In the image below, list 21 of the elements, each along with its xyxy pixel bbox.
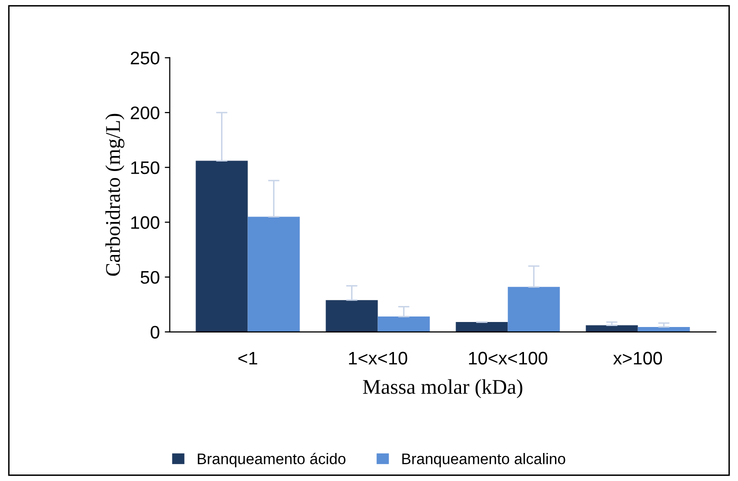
x-tick-label: 1<x<10 — [349, 352, 408, 365]
legend-label: Branqueamento ácido — [198, 452, 346, 468]
legend-label: Branqueamento alcalino — [402, 453, 566, 468]
y-tick-label: 100 — [131, 216, 160, 229]
x-tick-label: <1 — [238, 352, 258, 364]
y-tick-label: 200 — [130, 106, 160, 120]
bar — [586, 325, 638, 332]
y-tick-label: 150 — [131, 161, 160, 174]
bar — [326, 300, 378, 332]
bar — [508, 286, 560, 332]
bar — [248, 216, 300, 332]
y-tick-label: 0 — [150, 326, 160, 339]
bar — [378, 316, 430, 332]
y-tick-label: 250 — [130, 52, 160, 64]
y-tick-label: 50 — [140, 270, 160, 284]
x-tick-label: x>100 — [613, 352, 662, 365]
x-axis-title: Massa molar (kDa) — [362, 379, 522, 398]
x-tick-label: 10<x<100 — [469, 352, 548, 365]
y-axis-title: Carboidrato (mg/L) — [105, 114, 124, 276]
bar — [196, 160, 248, 332]
bar — [456, 322, 508, 332]
